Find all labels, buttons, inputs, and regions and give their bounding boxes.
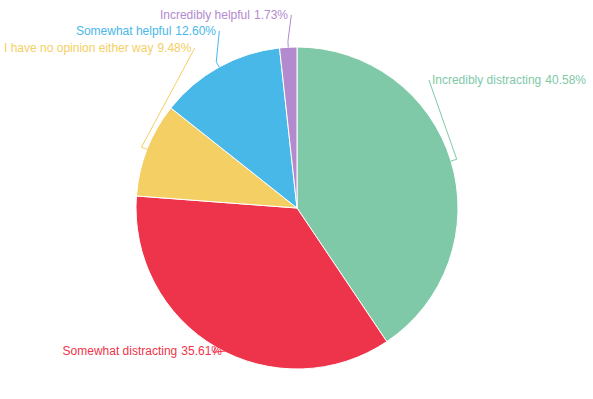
value-label: 35.61%: [181, 344, 222, 358]
labels: Incredibly distracting 40.58% Somewhat dis…: [4, 8, 586, 358]
value-label: 40.58%: [545, 73, 586, 87]
category-label: Incredibly distracting: [432, 73, 541, 87]
category-label: Incredibly helpful: [160, 8, 250, 22]
slice-label: Somewhat helpful 12.60%: [76, 24, 216, 38]
value-label: 12.60%: [175, 24, 216, 38]
slice-label: Incredibly distracting 40.58%: [432, 73, 586, 87]
leader-line: [288, 15, 291, 47]
leader-line: [429, 80, 457, 161]
category-label: Somewhat distracting: [63, 344, 178, 358]
value-label: 9.48%: [157, 41, 191, 55]
category-label: Somewhat helpful: [76, 24, 171, 38]
pie-slice: [171, 48, 297, 208]
leader-line: [213, 347, 225, 352]
category-label: I have no opinion either way: [4, 41, 153, 55]
slice-label: I have no opinion either way 9.48%: [4, 41, 192, 55]
value-label: 1.73%: [254, 8, 288, 22]
leader-line: [216, 31, 219, 67]
leader-line: [141, 48, 194, 149]
chart: Incredibly distracting 40.58% Somewhat dis…: [0, 0, 593, 399]
slice-label: Somewhat distracting35.61%: [63, 344, 223, 358]
slices: [136, 47, 458, 369]
slice-label: Incredibly helpful 1.73%: [160, 8, 288, 22]
pie-slice: [280, 47, 297, 208]
